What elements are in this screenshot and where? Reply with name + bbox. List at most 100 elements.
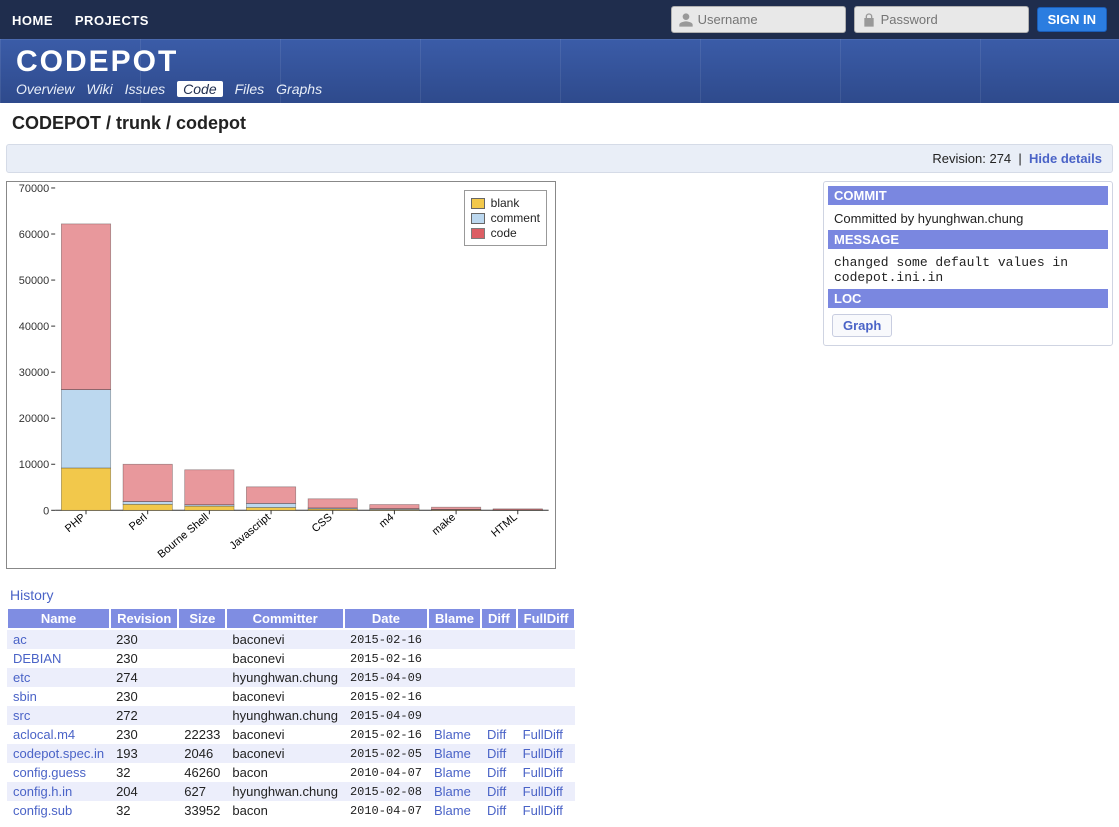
file-link[interactable]: aclocal.m4 bbox=[13, 727, 75, 742]
cell-name: aclocal.m4 bbox=[7, 725, 110, 744]
cell-diff: Diff bbox=[481, 725, 517, 744]
fulldiff-link[interactable]: FullDiff bbox=[523, 765, 563, 780]
projnav-files[interactable]: Files bbox=[235, 81, 265, 97]
file-link[interactable]: DEBIAN bbox=[13, 651, 61, 666]
infostrip: Revision: 274 | Hide details bbox=[6, 144, 1113, 173]
username-input[interactable] bbox=[694, 9, 839, 30]
diff-link[interactable]: Diff bbox=[487, 784, 506, 799]
password-input[interactable] bbox=[877, 9, 1022, 30]
svg-text:0: 0 bbox=[43, 505, 49, 517]
blame-link[interactable]: Blame bbox=[434, 784, 471, 799]
diff-link[interactable]: Diff bbox=[487, 803, 506, 818]
diff-link[interactable]: Diff bbox=[487, 746, 506, 761]
svg-text:40000: 40000 bbox=[19, 321, 49, 333]
cell-fulldiff: FullDiff bbox=[517, 744, 576, 763]
blame-link[interactable]: Blame bbox=[434, 727, 471, 742]
files-header-row: NameRevisionSizeCommitterDateBlameDiffFu… bbox=[7, 608, 575, 629]
fulldiff-link[interactable]: FullDiff bbox=[523, 784, 563, 799]
cell-blame bbox=[428, 649, 481, 668]
cell-diff: Diff bbox=[481, 782, 517, 801]
cell-diff bbox=[481, 706, 517, 725]
col-blame: Blame bbox=[428, 608, 481, 629]
cell-fulldiff bbox=[517, 687, 576, 706]
revision-label: Revision: bbox=[932, 151, 985, 166]
cell-rev: 32 bbox=[110, 763, 178, 782]
cell-blame: Blame bbox=[428, 801, 481, 820]
svg-text:10000: 10000 bbox=[19, 459, 49, 471]
legend-swatch-code bbox=[471, 228, 485, 239]
projnav-code[interactable]: Code bbox=[177, 81, 222, 97]
graph-button[interactable]: Graph bbox=[832, 314, 892, 337]
cell-fulldiff bbox=[517, 668, 576, 687]
cell-name: config.h.in bbox=[7, 782, 110, 801]
topbar: HOME PROJECTS SIGN IN bbox=[0, 0, 1119, 39]
cell-size: 2046 bbox=[178, 744, 226, 763]
legend-code: code bbox=[471, 226, 540, 240]
file-link[interactable]: config.guess bbox=[13, 765, 86, 780]
svg-text:Bourne Shell: Bourne Shell bbox=[156, 511, 212, 560]
fulldiff-link[interactable]: FullDiff bbox=[523, 746, 563, 761]
blame-link[interactable]: Blame bbox=[434, 803, 471, 818]
cell-committer: hyunghwan.chung bbox=[226, 782, 344, 801]
table-row: DEBIAN230baconevi2015-02-16 bbox=[7, 649, 575, 668]
col-date: Date bbox=[344, 608, 428, 629]
legend-blank: blank bbox=[471, 196, 540, 210]
message-header: MESSAGE bbox=[828, 230, 1108, 249]
projnav-graphs[interactable]: Graphs bbox=[276, 81, 322, 97]
fulldiff-link[interactable]: FullDiff bbox=[523, 727, 563, 742]
file-link[interactable]: sbin bbox=[13, 689, 37, 704]
loc-chart: blankcommentcode 0 10000 20000 30000 40000 50… bbox=[6, 181, 556, 569]
cell-date: 2015-02-16 bbox=[344, 687, 428, 706]
projnav-wiki[interactable]: Wiki bbox=[86, 81, 112, 97]
svg-text:20000: 20000 bbox=[19, 413, 49, 425]
message-body: changed some default values in codepot.i… bbox=[828, 251, 1108, 289]
right-column: COMMIT Committed by hyunghwan.chung MESS… bbox=[823, 181, 1113, 346]
history-link-wrap: History bbox=[6, 569, 576, 607]
main: blankcommentcode 0 10000 20000 30000 40000 50… bbox=[0, 181, 1119, 820]
projnav-issues[interactable]: Issues bbox=[125, 81, 165, 97]
legend-comment: comment bbox=[471, 211, 540, 225]
svg-text:30000: 30000 bbox=[19, 367, 49, 379]
files-body: ac230baconevi2015-02-16DEBIAN230baconevi… bbox=[7, 629, 575, 820]
cell-size bbox=[178, 629, 226, 649]
cell-date: 2015-02-08 bbox=[344, 782, 428, 801]
project-title: CODEPOT bbox=[16, 45, 1103, 79]
svg-text:CSS: CSS bbox=[310, 511, 335, 535]
cell-fulldiff bbox=[517, 706, 576, 725]
cell-rev: 230 bbox=[110, 649, 178, 668]
file-link[interactable]: config.h.in bbox=[13, 784, 72, 799]
fulldiff-link[interactable]: FullDiff bbox=[523, 803, 563, 818]
svg-text:HTML: HTML bbox=[489, 511, 520, 539]
projnav-overview[interactable]: Overview bbox=[16, 81, 74, 97]
revision-number: 274 bbox=[989, 151, 1011, 166]
svg-text:50000: 50000 bbox=[19, 275, 49, 287]
nav-home[interactable]: HOME bbox=[12, 13, 53, 28]
diff-link[interactable]: Diff bbox=[487, 765, 506, 780]
diff-link[interactable]: Diff bbox=[487, 727, 506, 742]
signin-button[interactable]: SIGN IN bbox=[1037, 7, 1107, 32]
blame-link[interactable]: Blame bbox=[434, 746, 471, 761]
cell-date: 2010-04-07 bbox=[344, 801, 428, 820]
file-link[interactable]: src bbox=[13, 708, 30, 723]
hide-details-link[interactable]: Hide details bbox=[1029, 151, 1102, 166]
table-row: ac230baconevi2015-02-16 bbox=[7, 629, 575, 649]
history-link[interactable]: History bbox=[10, 587, 54, 603]
cell-size: 627 bbox=[178, 782, 226, 801]
file-link[interactable]: etc bbox=[13, 670, 30, 685]
file-link[interactable]: codepot.spec.in bbox=[13, 746, 104, 761]
file-link[interactable]: ac bbox=[13, 632, 27, 647]
svg-text:make: make bbox=[430, 511, 458, 537]
blame-link[interactable]: Blame bbox=[434, 765, 471, 780]
file-link[interactable]: config.sub bbox=[13, 803, 72, 818]
cell-committer: bacon bbox=[226, 801, 344, 820]
table-row: codepot.spec.in1932046baconevi2015-02-05… bbox=[7, 744, 575, 763]
cell-name: src bbox=[7, 706, 110, 725]
left-column: blankcommentcode 0 10000 20000 30000 40000 50… bbox=[6, 181, 576, 820]
cell-size: 22233 bbox=[178, 725, 226, 744]
svg-text:70000: 70000 bbox=[19, 183, 49, 195]
table-row: src272hyunghwan.chung2015-04-09 bbox=[7, 706, 575, 725]
nav-projects[interactable]: PROJECTS bbox=[75, 13, 149, 28]
cell-blame: Blame bbox=[428, 763, 481, 782]
cell-name: codepot.spec.in bbox=[7, 744, 110, 763]
user-icon bbox=[678, 12, 694, 28]
